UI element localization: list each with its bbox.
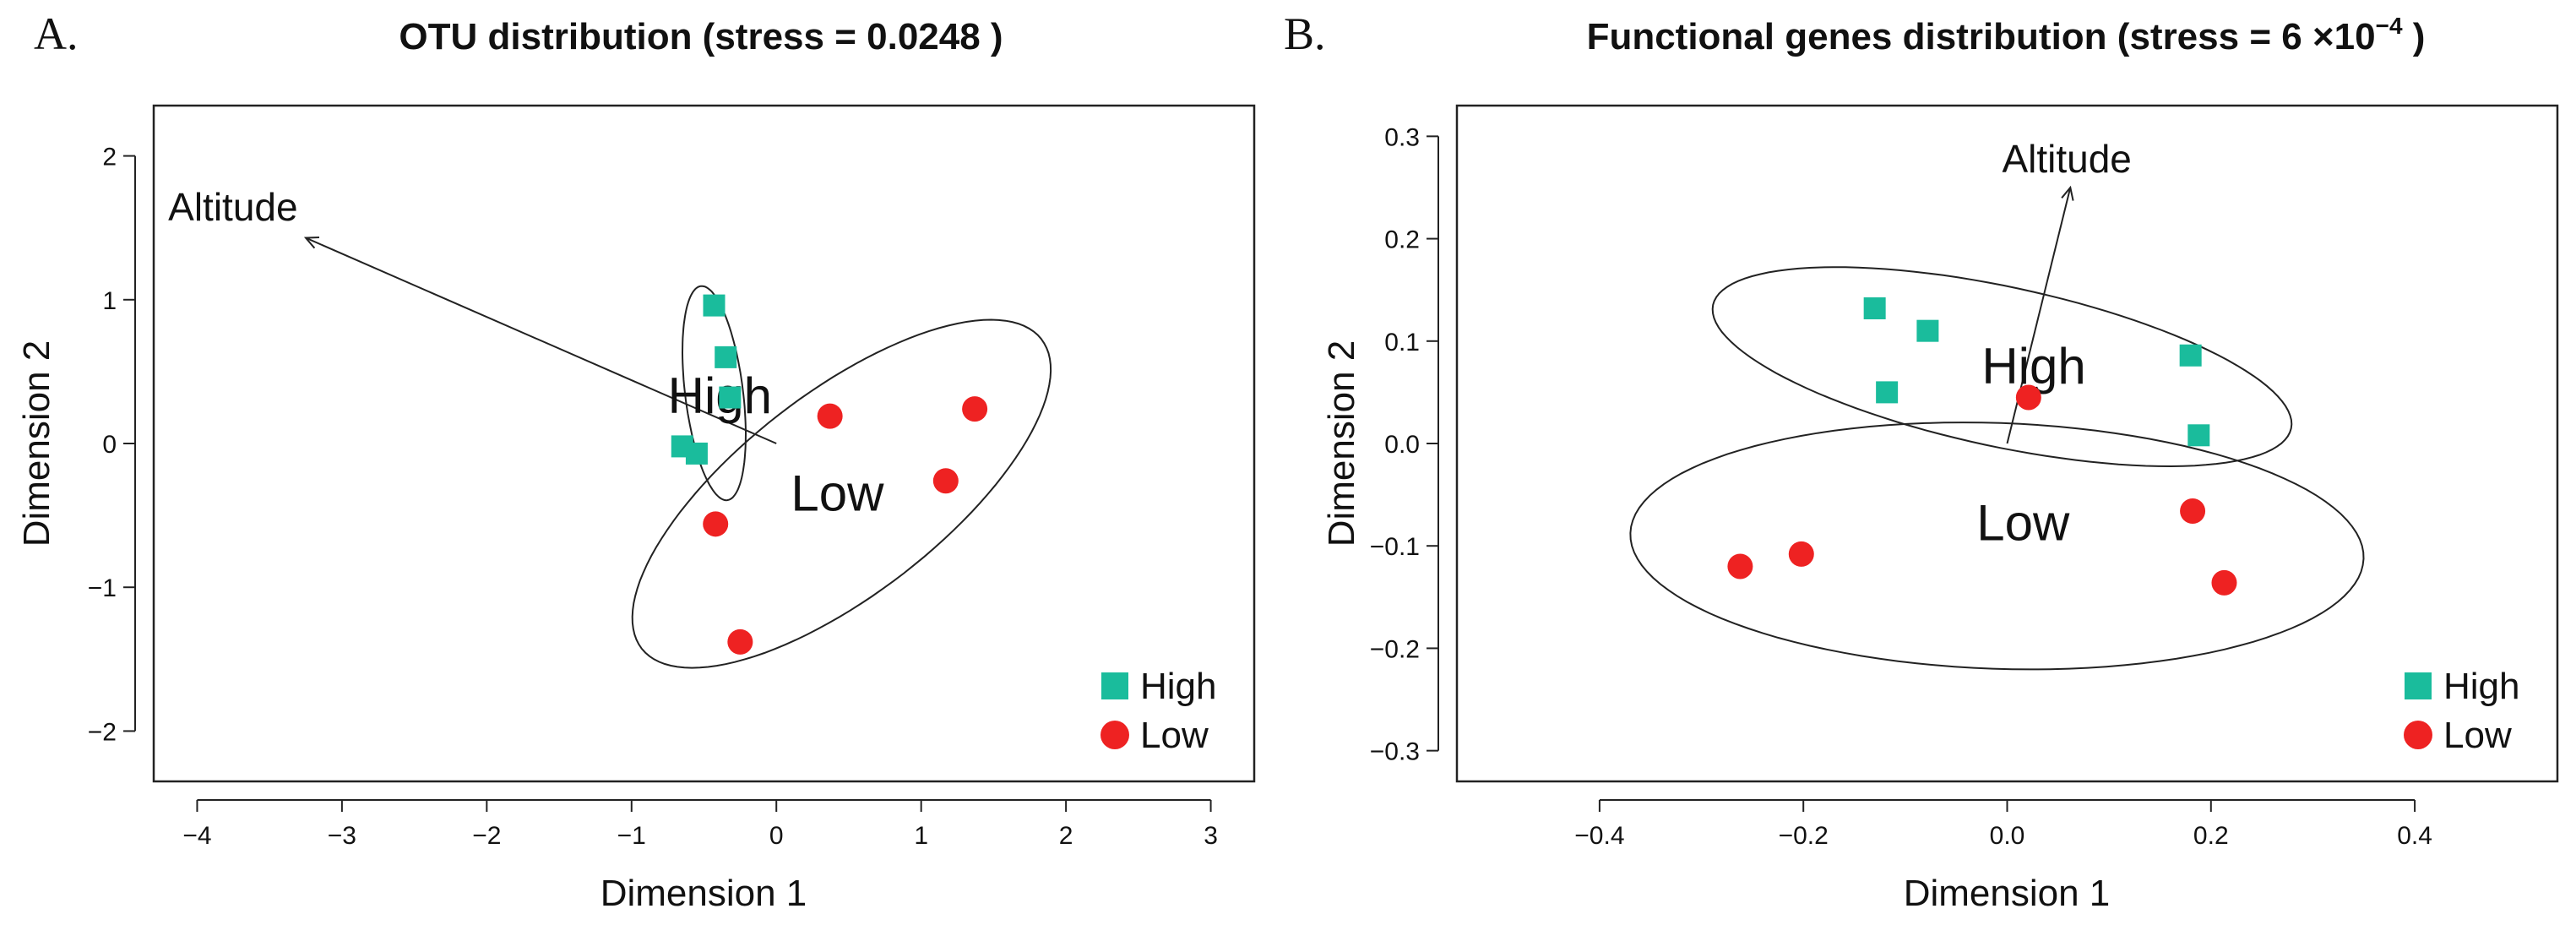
panel-b-altitude-label: Altitude <box>2002 137 2131 181</box>
panel-b-x-tick-label: −0.4 <box>1574 822 1624 850</box>
panel-a-title: OTU distribution (stress = 0.0248 ) <box>399 16 1003 57</box>
panel-b-group-label-low: Low <box>1976 495 2070 552</box>
panel-b-y-tick-label: −0.2 <box>1370 635 1420 663</box>
panel-b-altitude-arrowhead <box>2061 185 2074 201</box>
panel-b-legend-high-marker <box>2405 672 2432 699</box>
panel-a-point-high <box>715 346 737 368</box>
panel-b-legend-low-label: Low <box>2443 715 2512 756</box>
panel-a-y-tick-label: 0 <box>102 431 117 459</box>
panel-b-y-tick-label: −0.1 <box>1370 533 1420 561</box>
panel-b-title-exponent: −4 <box>2376 13 2403 39</box>
panel-b-x-tick-label: −0.2 <box>1779 822 1829 850</box>
panel-a-x-axis-label: Dimension 1 <box>601 873 807 914</box>
panel-b-x-tick-label: 0.0 <box>1990 822 2025 850</box>
panel-a-legend-low-marker <box>1101 721 1129 749</box>
panel-a-group-label-low: Low <box>791 465 884 522</box>
panel-b-point-high <box>2179 344 2202 367</box>
panel-a-y-axis-label: Dimension 2 <box>16 340 57 547</box>
panel-b-ellipse-low <box>1629 422 2365 671</box>
panel-a-y-tick-label: 2 <box>102 144 117 171</box>
panel-a-y-tick-label: 1 <box>102 287 117 315</box>
panel-b-point-low <box>1788 541 1814 567</box>
panel-b-y-axis-label: Dimension 2 <box>1321 340 1362 547</box>
panel-b-y-tick-label: 0.3 <box>1384 123 1420 151</box>
panel-a-point-low <box>703 511 729 537</box>
panel-b-point-high <box>2187 424 2210 447</box>
panel-a-point-low <box>932 468 959 494</box>
panel-b-ellipse-high <box>1711 266 2293 468</box>
panel-b-point-low <box>1727 553 1753 579</box>
panel-a-point-high <box>719 386 742 409</box>
panel-a-x-tick-label: 3 <box>1204 822 1218 850</box>
panel-b-point-low <box>2015 384 2041 411</box>
panel-a-point-high <box>703 294 726 317</box>
panel-b-point-low <box>2211 569 2237 596</box>
panel-b-y-tick-label: 0.1 <box>1384 329 1420 356</box>
panel-b-functional-genes-chart: B. Functional genes distribution (stress… <box>1284 8 2559 914</box>
panel-a-x-tick-label: 1 <box>914 822 928 850</box>
panel-b-letter: B. <box>1284 8 1326 59</box>
panel-b-point-high <box>1876 381 1899 404</box>
panel-a-altitude-arrow <box>305 237 777 444</box>
panel-a-otu-chart: A. OTU distribution (stress = 0.0248 ) −… <box>16 8 1256 914</box>
panel-b-legend-low-marker <box>2404 721 2432 749</box>
panel-a-y-tick-label: −2 <box>88 718 117 746</box>
panel-a-x-tick-label: 2 <box>1059 822 1073 850</box>
panel-a-legend-low-label: Low <box>1140 715 1209 756</box>
panel-b-plot-frame <box>1455 104 2559 783</box>
panel-a-point-high <box>685 442 708 465</box>
panel-b-group-label-high: High <box>1981 338 2085 394</box>
panel-b-title-mult: 6 ×10 <box>2281 16 2375 57</box>
panel-a-legend-high-marker <box>1101 672 1128 699</box>
panel-b-y-tick-label: 0.0 <box>1384 431 1420 459</box>
panel-a-x-tick-label: −4 <box>182 822 211 850</box>
panel-a-y-tick-label: −1 <box>88 574 117 602</box>
panel-a-letter: A. <box>34 8 79 59</box>
panel-b-point-low <box>2180 498 2206 524</box>
panel-b-point-high <box>1916 319 1939 342</box>
panel-b-title: Functional genes distribution (stress = … <box>1587 13 2426 57</box>
panel-b-x-axis-label: Dimension 1 <box>1904 873 2111 914</box>
panel-b-x-tick-label: 0.4 <box>2397 822 2432 850</box>
panel-a-plot-frame <box>152 104 1256 783</box>
panel-a-point-low <box>962 396 988 422</box>
panel-a-altitude-arrowhead <box>303 237 320 249</box>
panel-a-x-tick-label: 0 <box>769 822 784 850</box>
panel-a-x-tick-label: −3 <box>328 822 356 850</box>
panel-a-point-low <box>727 628 753 655</box>
panel-a-legend-high-label: High <box>1140 666 1217 707</box>
panel-a-x-tick-label: −1 <box>617 822 646 850</box>
panel-a-point-low <box>817 403 843 429</box>
panel-b-y-tick-label: −0.3 <box>1370 738 1420 766</box>
panel-b-legend-high-label: High <box>2443 666 2520 707</box>
panel-b-x-tick-label: 0.2 <box>2193 822 2229 850</box>
panel-b-title-main: Functional genes distribution (stress = <box>1587 16 2282 57</box>
panel-b-y-tick-label: 0.2 <box>1384 226 1420 254</box>
panel-a-altitude-label: Altitude <box>168 185 297 229</box>
panel-a-x-tick-label: −2 <box>472 822 501 850</box>
panel-a-ellipse-low <box>631 318 1052 669</box>
panel-b-point-high <box>1863 297 1886 319</box>
panel-b-altitude-arrow <box>2006 187 2072 444</box>
panel-b-title-end: ) <box>2403 16 2426 57</box>
